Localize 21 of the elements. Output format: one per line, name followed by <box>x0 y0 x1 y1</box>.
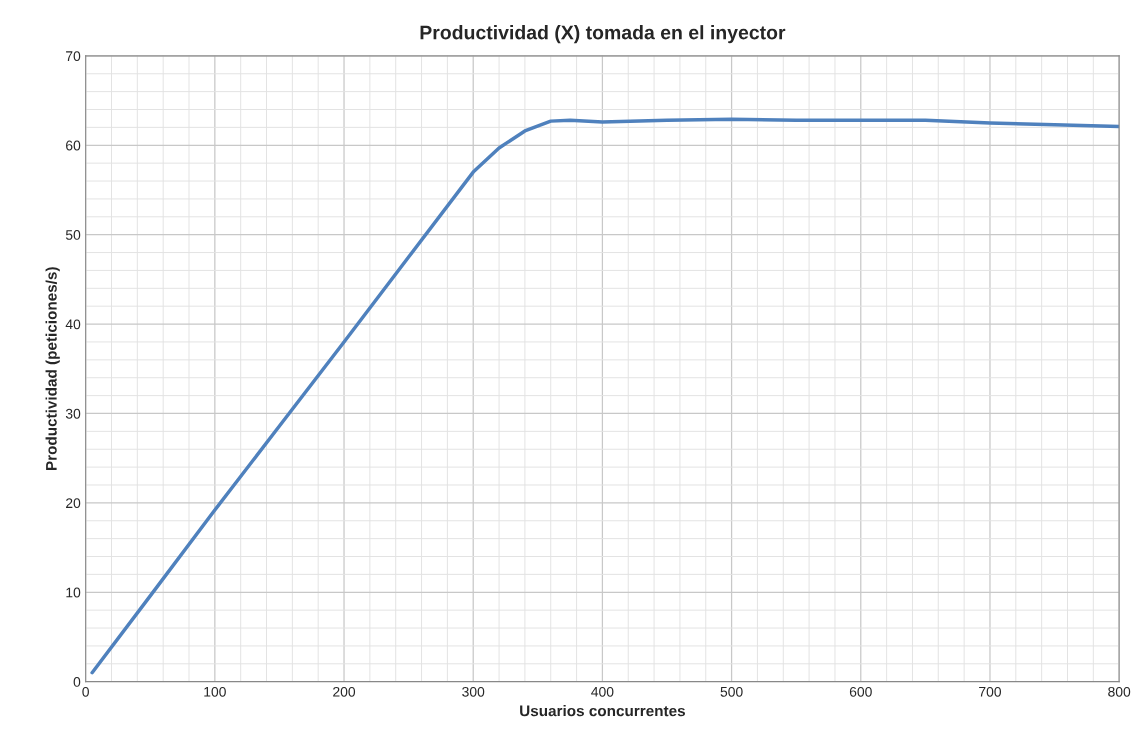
x-tick-label: 500 <box>720 686 743 697</box>
y-tick-label: 50 <box>65 230 81 240</box>
x-tick-label: 300 <box>462 686 485 697</box>
chart-title: Productividad (X) tomada en el inyector <box>420 25 786 44</box>
x-tick-label: 200 <box>333 686 356 697</box>
y-tick-label: 60 <box>66 140 81 151</box>
y-tick-label: 70 <box>66 51 81 62</box>
x-tick-label: 400 <box>591 686 614 697</box>
y-tick-label: 0 <box>73 677 81 687</box>
x-axis-title: Usuarios concurrentes <box>520 705 685 717</box>
x-tick-label: 600 <box>849 686 872 697</box>
x-tick-label: 700 <box>979 686 1002 697</box>
y-tick-label: 10 <box>66 587 81 598</box>
line-series <box>90 117 1120 675</box>
y-tick-label: 20 <box>66 498 81 509</box>
x-tick-label: 100 <box>204 686 226 697</box>
y-tick-label: 40 <box>65 319 81 330</box>
y-axis-title: Productividad (peticiones/s) <box>45 267 60 471</box>
y-tick-label: 30 <box>65 408 81 419</box>
x-tick-label: 0 <box>82 686 89 697</box>
x-tick-label: 800 <box>1108 686 1131 697</box>
